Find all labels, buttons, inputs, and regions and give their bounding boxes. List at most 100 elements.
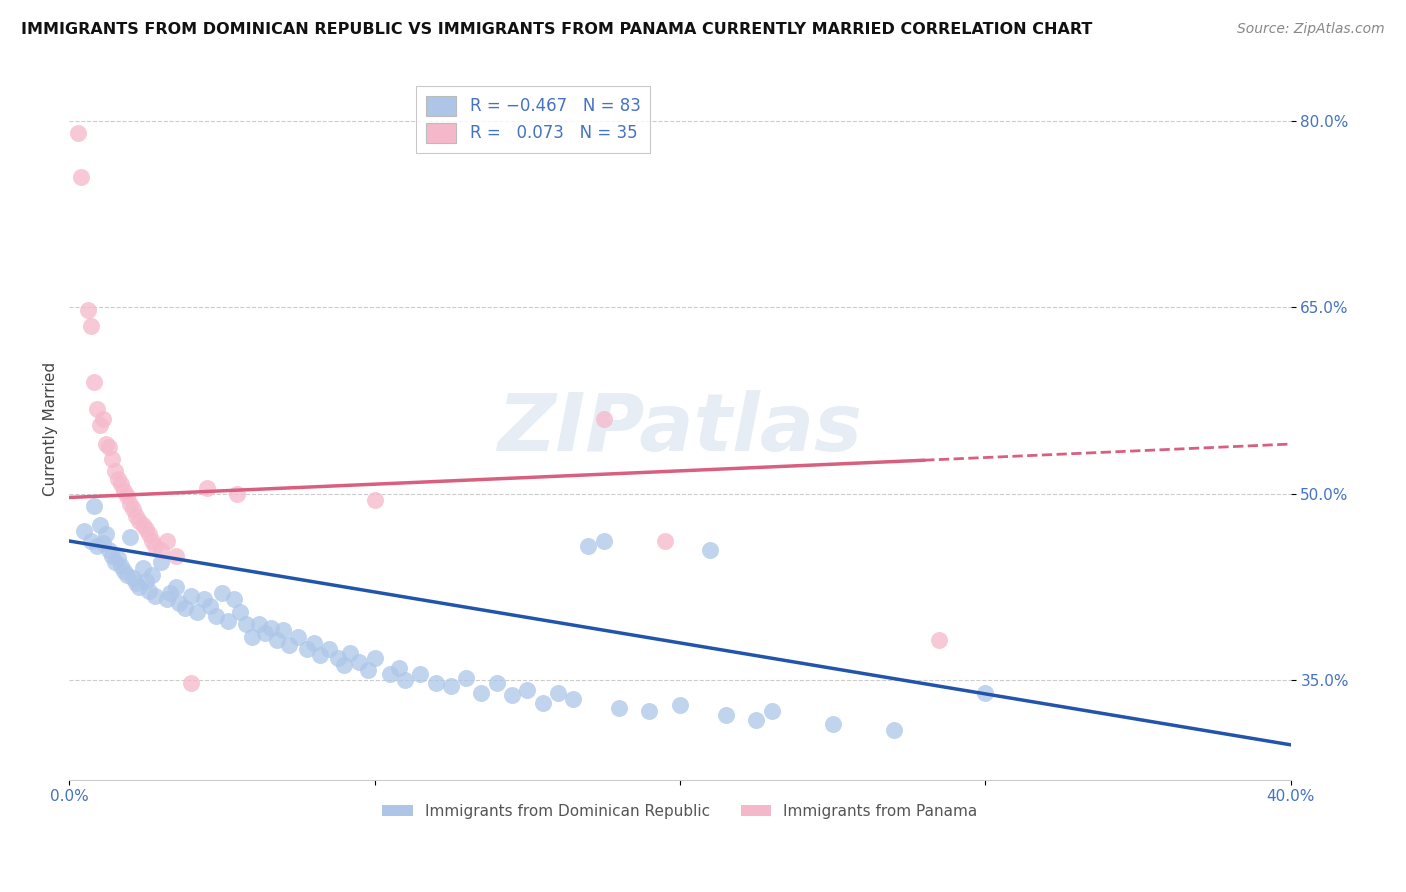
Point <box>339 646 361 660</box>
Point <box>501 688 523 702</box>
Point <box>485 675 508 690</box>
Point <box>180 589 202 603</box>
Point <box>83 375 105 389</box>
Legend: Immigrants from Dominican Republic, Immigrants from Panama: Immigrants from Dominican Republic, Immi… <box>375 797 984 824</box>
Point <box>117 489 139 503</box>
Point <box>278 639 301 653</box>
Point <box>76 302 98 317</box>
Point <box>349 655 371 669</box>
Point <box>266 633 288 648</box>
Point <box>125 576 148 591</box>
Point <box>226 487 249 501</box>
Point <box>83 499 105 513</box>
Point <box>654 533 676 548</box>
Point <box>94 437 117 451</box>
Point <box>456 671 478 685</box>
Point <box>97 542 120 557</box>
Point <box>101 549 124 563</box>
Point <box>470 685 492 699</box>
Point <box>165 580 187 594</box>
Point <box>204 608 226 623</box>
Point <box>120 530 142 544</box>
Point <box>247 617 270 632</box>
Point <box>79 318 101 333</box>
Point <box>89 517 111 532</box>
Point <box>91 412 114 426</box>
Point <box>211 586 233 600</box>
Point <box>128 514 150 528</box>
Point <box>229 605 252 619</box>
Point <box>607 700 630 714</box>
Point <box>143 539 166 553</box>
Point <box>135 522 157 536</box>
Point <box>131 561 153 575</box>
Point <box>122 571 145 585</box>
Point <box>562 691 585 706</box>
Point <box>79 533 101 548</box>
Point <box>193 592 215 607</box>
Point <box>135 574 157 588</box>
Point <box>107 551 129 566</box>
Point <box>73 524 96 538</box>
Point <box>333 658 356 673</box>
Point <box>318 642 340 657</box>
Point <box>138 526 160 541</box>
Point <box>409 667 432 681</box>
Point <box>186 605 208 619</box>
Point <box>287 630 309 644</box>
Point <box>117 567 139 582</box>
Point <box>122 501 145 516</box>
Point <box>120 497 142 511</box>
Text: Source: ZipAtlas.com: Source: ZipAtlas.com <box>1237 22 1385 37</box>
Point <box>363 493 385 508</box>
Point <box>143 589 166 603</box>
Point <box>86 402 108 417</box>
Point <box>198 599 221 613</box>
Point <box>89 418 111 433</box>
Point <box>94 526 117 541</box>
Point <box>167 596 190 610</box>
Point <box>699 542 721 557</box>
Point <box>110 558 132 573</box>
Point <box>112 564 135 578</box>
Text: IMMIGRANTS FROM DOMINICAN REPUBLIC VS IMMIGRANTS FROM PANAMA CURRENTLY MARRIED C: IMMIGRANTS FROM DOMINICAN REPUBLIC VS IM… <box>21 22 1092 37</box>
Point <box>271 624 294 638</box>
Point <box>821 716 844 731</box>
Point <box>131 517 153 532</box>
Point <box>195 481 218 495</box>
Point <box>357 663 380 677</box>
Point <box>107 472 129 486</box>
Point <box>547 685 569 699</box>
Point <box>224 592 246 607</box>
Point <box>928 633 950 648</box>
Point <box>97 440 120 454</box>
Point <box>110 476 132 491</box>
Point <box>669 698 692 712</box>
Point <box>714 708 737 723</box>
Point <box>745 713 768 727</box>
Point <box>308 648 330 663</box>
Point <box>592 412 614 426</box>
Point <box>125 509 148 524</box>
Point <box>576 539 599 553</box>
Point <box>180 675 202 690</box>
Text: ZIPatlas: ZIPatlas <box>498 390 862 467</box>
Point <box>253 626 276 640</box>
Point <box>592 533 614 548</box>
Point <box>156 592 179 607</box>
Point <box>104 555 127 569</box>
Point <box>363 650 385 665</box>
Point <box>242 630 264 644</box>
Point <box>159 586 181 600</box>
Point <box>91 536 114 550</box>
Point <box>86 539 108 553</box>
Point <box>217 614 239 628</box>
Point <box>440 680 463 694</box>
Point <box>761 704 783 718</box>
Point <box>531 696 554 710</box>
Point <box>70 169 93 184</box>
Point <box>394 673 416 688</box>
Point <box>388 661 411 675</box>
Point <box>260 621 283 635</box>
Point <box>174 601 197 615</box>
